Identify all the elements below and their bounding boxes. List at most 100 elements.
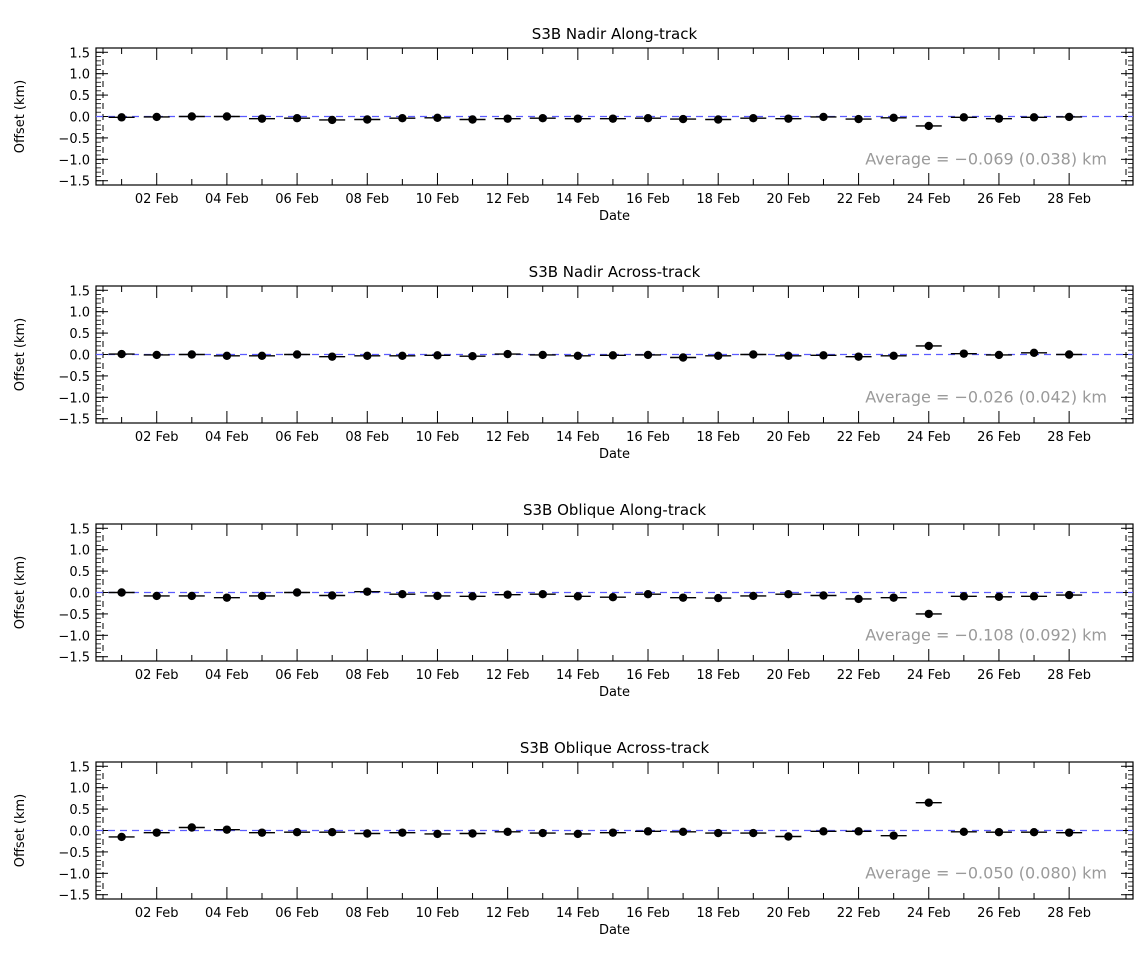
data-point xyxy=(433,591,442,601)
data-point xyxy=(398,828,407,837)
x-tick-label: 06 Feb xyxy=(275,668,319,683)
data-point xyxy=(503,349,512,359)
average-annotation: Average = −0.050 (0.080) km xyxy=(865,863,1107,882)
x-tick-label: 08 Feb xyxy=(345,668,389,683)
data-point xyxy=(854,594,863,604)
data-point xyxy=(292,588,302,597)
data-point xyxy=(1029,592,1039,601)
data-point xyxy=(854,352,863,361)
x-tick-label: 20 Feb xyxy=(767,430,811,445)
x-tick-label: 04 Feb xyxy=(205,668,249,683)
data-point xyxy=(1064,828,1074,837)
data-point xyxy=(749,350,758,359)
data-point xyxy=(152,591,161,601)
data-point xyxy=(643,350,653,360)
data-point xyxy=(503,590,512,599)
data-point xyxy=(924,341,933,351)
data-point xyxy=(398,590,407,599)
data-point xyxy=(643,590,653,599)
x-tick-label: 24 Feb xyxy=(907,906,951,921)
x-tick-label: 22 Feb xyxy=(837,668,881,683)
data-point xyxy=(819,827,828,836)
data-point xyxy=(503,114,512,123)
y-tick-label: 0.5 xyxy=(69,89,90,104)
x-tick-label: 22 Feb xyxy=(837,430,881,445)
data-point xyxy=(152,350,161,360)
x-tick-label: 02 Feb xyxy=(135,668,179,683)
data-point xyxy=(889,593,898,602)
data-point xyxy=(292,828,302,837)
data-point xyxy=(924,798,933,807)
x-tick-label: 16 Feb xyxy=(626,192,670,207)
data-point xyxy=(1029,113,1039,122)
data-point xyxy=(994,592,1004,601)
x-tick-label: 16 Feb xyxy=(626,668,670,683)
data-point xyxy=(1029,828,1039,837)
data-point xyxy=(292,114,302,123)
x-tick-label: 12 Feb xyxy=(486,430,530,445)
y-tick-label: 0.5 xyxy=(69,327,90,342)
data-point xyxy=(573,351,583,360)
data-point xyxy=(257,114,267,123)
x-tick-label: 20 Feb xyxy=(767,906,811,921)
data-point xyxy=(187,823,197,832)
data-point xyxy=(327,828,337,837)
data-point xyxy=(678,114,688,124)
data-point xyxy=(959,113,969,122)
x-axis-label: Date xyxy=(599,209,630,224)
y-tick-label: −1.0 xyxy=(58,153,90,168)
x-tick-label: 26 Feb xyxy=(977,668,1021,683)
x-tick-label: 02 Feb xyxy=(135,430,179,445)
data-point xyxy=(959,349,969,358)
data-point xyxy=(152,828,161,837)
data-point xyxy=(889,113,898,122)
x-tick-label: 04 Feb xyxy=(205,906,249,921)
y-tick-label: −0.5 xyxy=(58,846,90,861)
x-tick-label: 28 Feb xyxy=(1047,668,1091,683)
x-tick-label: 24 Feb xyxy=(907,668,951,683)
x-tick-label: 10 Feb xyxy=(416,668,460,683)
data-point xyxy=(1064,350,1074,359)
data-point xyxy=(538,114,547,123)
data-point xyxy=(398,351,407,360)
x-tick-label: 16 Feb xyxy=(626,906,670,921)
y-axis-label: Offset (km) xyxy=(13,318,28,392)
chart-panel-3: S3B Oblique Along-track −1.5 −1.0 −0.5 0.0 0.… xyxy=(13,501,1134,700)
x-tick-label: 28 Feb xyxy=(1047,906,1091,921)
x-tick-label: 12 Feb xyxy=(486,906,530,921)
y-tick-label: 0.5 xyxy=(69,565,90,580)
average-annotation: Average = −0.069 (0.038) km xyxy=(865,149,1107,168)
data-point xyxy=(117,832,126,842)
x-tick-label: 12 Feb xyxy=(486,668,530,683)
data-point xyxy=(257,591,267,601)
data-point xyxy=(749,114,758,123)
x-tick-label: 06 Feb xyxy=(275,430,319,445)
y-tick-label: 1.0 xyxy=(69,68,90,83)
data-point xyxy=(749,828,758,838)
x-tick-label: 06 Feb xyxy=(275,192,319,207)
data-point xyxy=(573,592,583,601)
chart-title: S3B Nadir Along-track xyxy=(532,25,698,43)
data-point xyxy=(784,832,793,841)
data-point xyxy=(187,350,197,359)
data-point xyxy=(889,351,898,360)
data-point xyxy=(994,828,1004,837)
data-point xyxy=(678,353,688,362)
data-point xyxy=(643,114,653,123)
y-tick-label: −0.5 xyxy=(58,608,90,623)
x-tick-label: 14 Feb xyxy=(556,906,600,921)
data-point xyxy=(363,829,372,838)
y-tick-label: −1.0 xyxy=(58,867,90,882)
chart-title: S3B Nadir Across-track xyxy=(529,263,701,281)
data-point xyxy=(117,349,126,359)
x-tick-label: 10 Feb xyxy=(416,430,460,445)
data-point xyxy=(994,350,1004,360)
y-tick-label: 0.0 xyxy=(69,587,90,602)
data-point xyxy=(538,590,547,599)
x-tick-label: 28 Feb xyxy=(1047,430,1091,445)
y-tick-label: 0.0 xyxy=(69,825,90,840)
data-point xyxy=(152,112,161,122)
data-point xyxy=(608,828,618,837)
x-tick-label: 26 Feb xyxy=(977,430,1021,445)
x-axis-label: Date xyxy=(599,923,630,938)
